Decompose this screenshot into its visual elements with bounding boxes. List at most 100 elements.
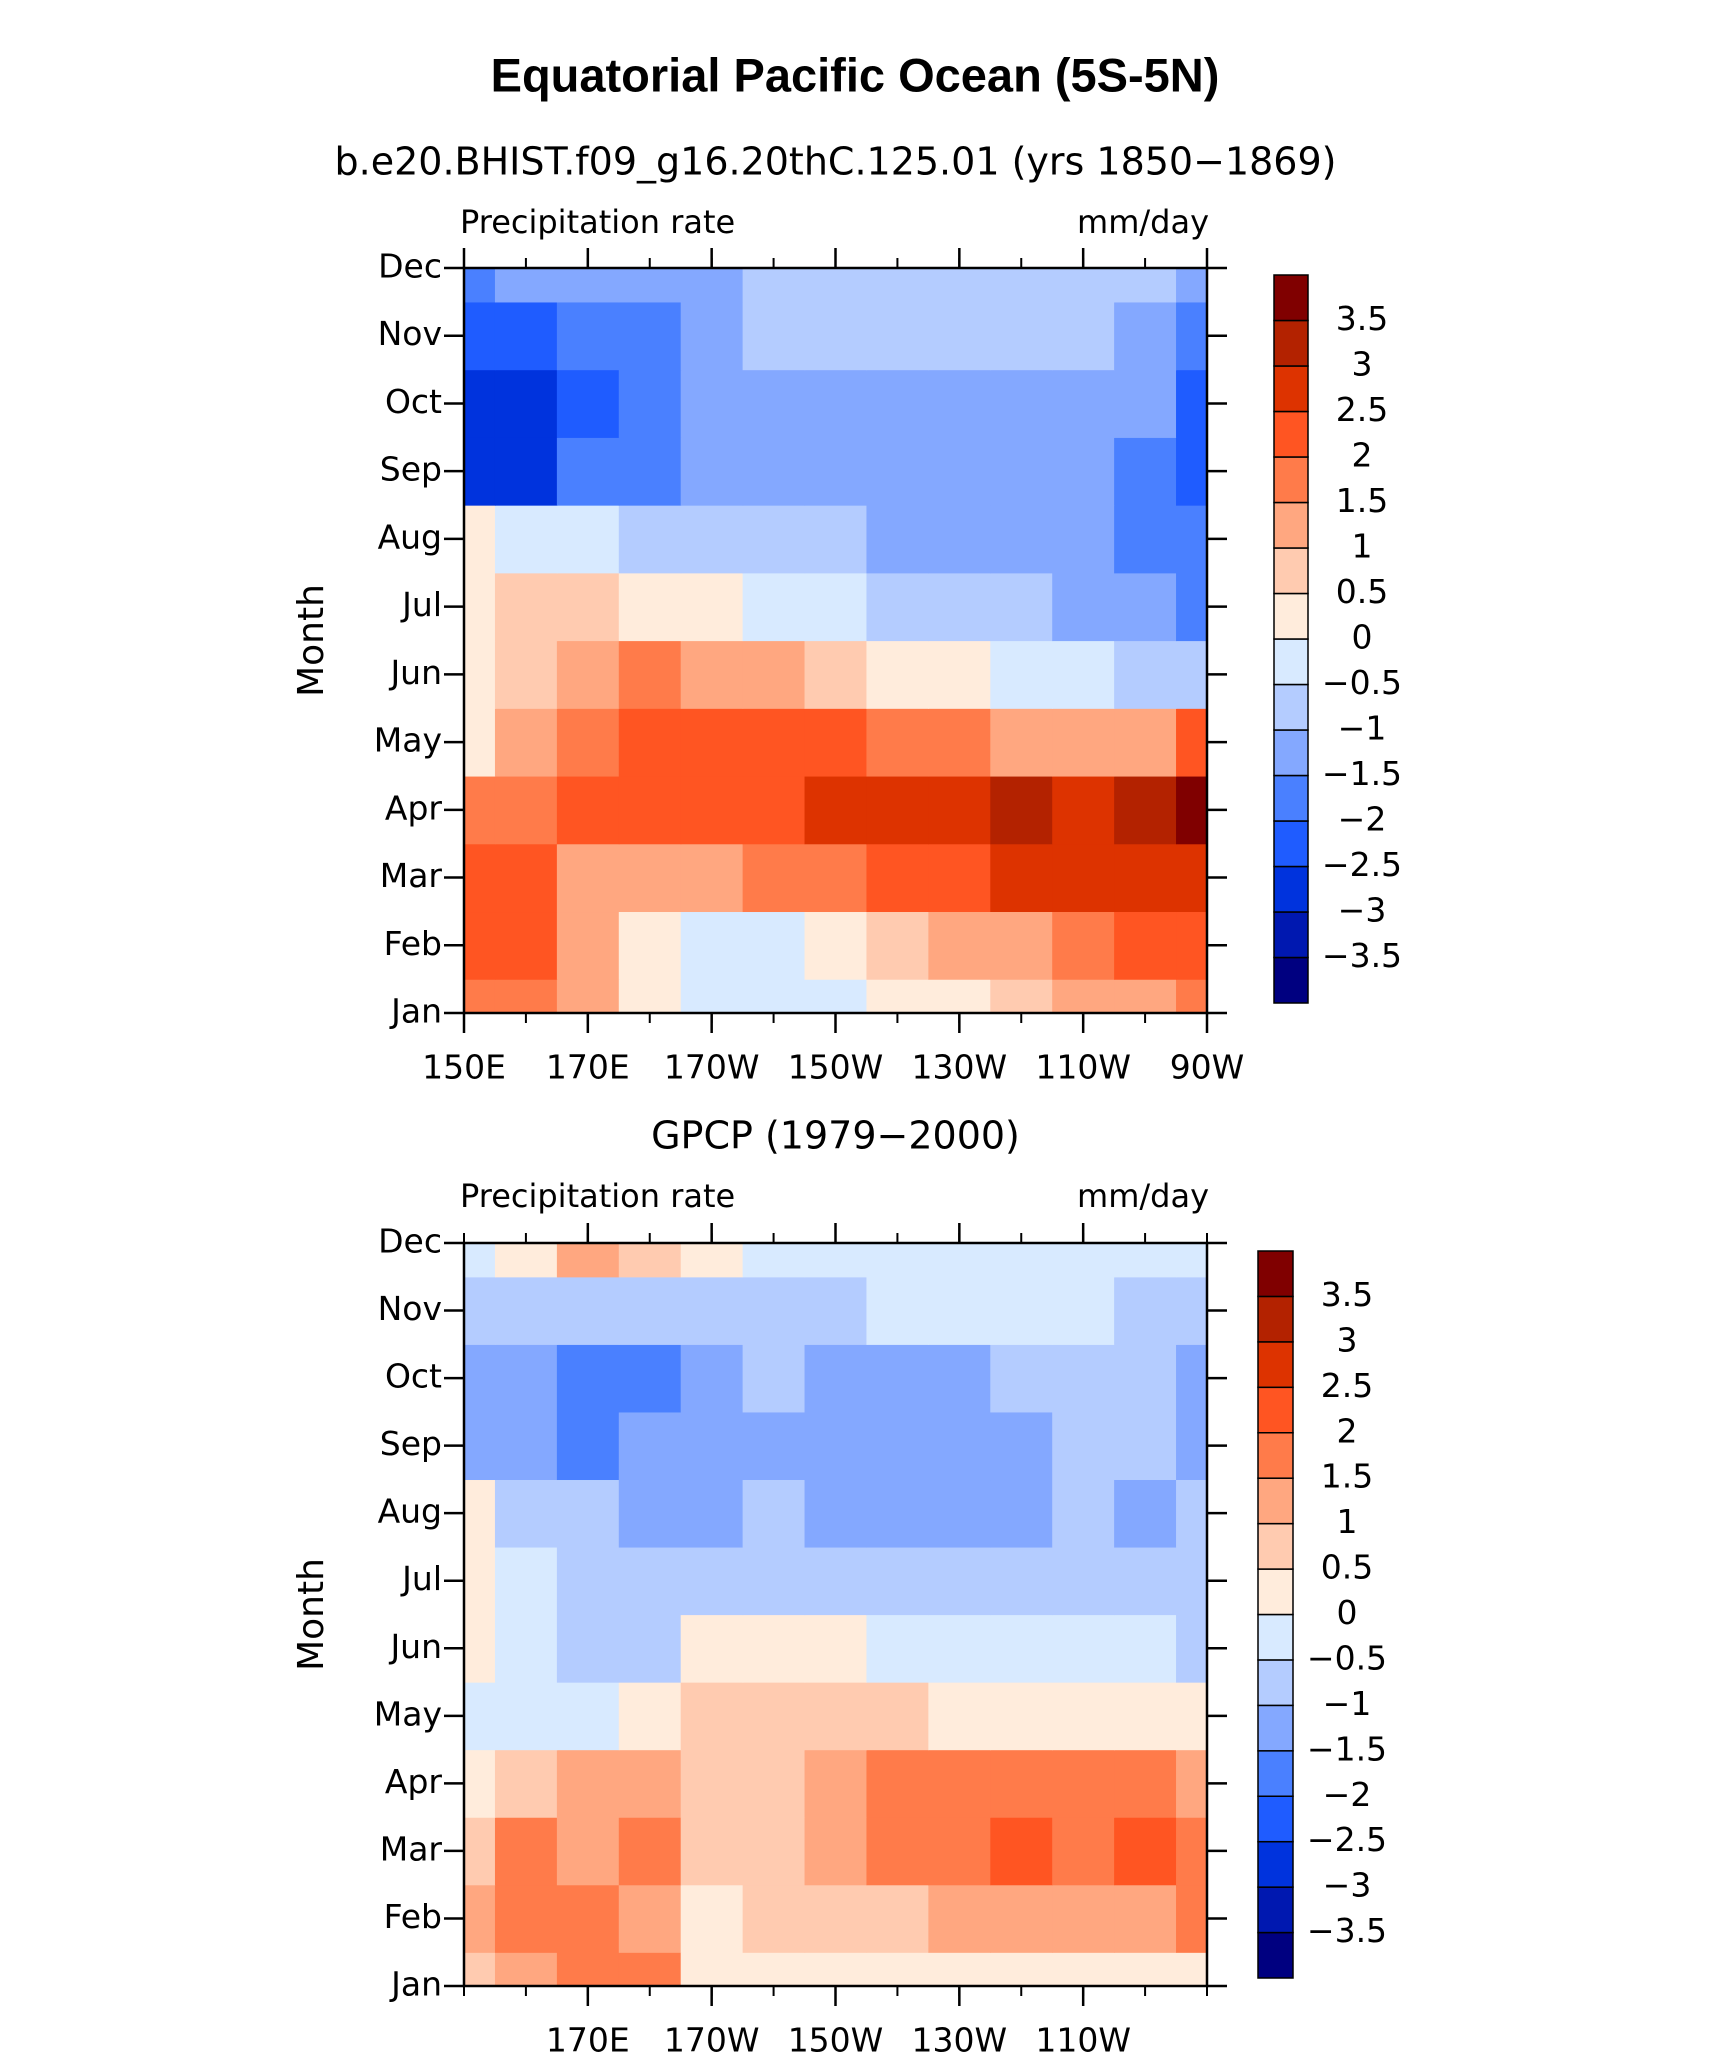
contour-cell bbox=[1114, 505, 1177, 574]
contour-cell bbox=[494, 369, 558, 438]
contour-cell bbox=[680, 1276, 744, 1345]
contour-cell bbox=[866, 1344, 929, 1413]
y-tick-label: Oct bbox=[385, 1357, 442, 1396]
contour-cell bbox=[464, 1546, 496, 1616]
contour-cell bbox=[680, 843, 744, 913]
contour-cell bbox=[494, 1884, 558, 1953]
contour-cell bbox=[866, 1243, 929, 1278]
y-tick-label: Jun bbox=[388, 653, 442, 692]
colorbar-label: −0.5 bbox=[1307, 1638, 1387, 1677]
x-tick-label: 110W bbox=[1035, 2021, 1131, 2060]
contour-cell bbox=[1052, 1817, 1115, 1886]
contour-cell bbox=[1114, 301, 1177, 371]
contour-cell bbox=[866, 369, 929, 438]
contour-cell bbox=[990, 437, 1053, 506]
y-tick-label: Jul bbox=[400, 1559, 442, 1598]
colorbar-box bbox=[1273, 820, 1309, 868]
colorbar-label: 0 bbox=[1352, 618, 1373, 657]
contour-cell bbox=[804, 640, 868, 709]
contour-cell bbox=[494, 1817, 558, 1886]
contour-cell bbox=[804, 911, 868, 980]
contour-cell bbox=[618, 1749, 682, 1818]
colorbar-label: −2.5 bbox=[1307, 1820, 1387, 1859]
contour-cell bbox=[990, 369, 1053, 438]
contour-cell bbox=[1052, 1682, 1115, 1751]
contour-cell bbox=[1052, 572, 1115, 642]
y-tick-label: Jan bbox=[389, 992, 442, 1031]
contour-cell bbox=[928, 1411, 991, 1481]
colorbar-label: −3 bbox=[1338, 891, 1387, 930]
contour-cell bbox=[928, 437, 991, 506]
contour-cell bbox=[464, 708, 496, 777]
contour-cell bbox=[618, 1952, 682, 1987]
y-tick-label: Feb bbox=[384, 924, 442, 963]
contour-cell bbox=[1176, 775, 1208, 845]
contour-cell bbox=[742, 268, 806, 303]
contour-cell bbox=[1176, 1276, 1208, 1345]
contour-cell bbox=[804, 301, 868, 371]
contour-cell bbox=[990, 708, 1053, 777]
contour-cell bbox=[556, 268, 620, 303]
x-tick-label: 90W bbox=[1170, 1048, 1245, 1087]
colorbar-label: 3.5 bbox=[1336, 299, 1388, 338]
contour-cell bbox=[928, 1276, 991, 1345]
x-tick-label: 110W bbox=[1035, 1048, 1131, 1087]
colorbar-box bbox=[1257, 1886, 1294, 1934]
contour-cell bbox=[556, 1749, 620, 1818]
contour-cell bbox=[494, 1749, 558, 1818]
contour-cell bbox=[990, 572, 1053, 642]
contour-cell bbox=[618, 1546, 682, 1616]
x-tick-label: 130W bbox=[912, 1048, 1008, 1087]
contour-cell bbox=[1114, 1749, 1177, 1818]
contour-cell bbox=[618, 979, 682, 1014]
contour-cell bbox=[1176, 1546, 1208, 1616]
units-label: mm/day bbox=[1077, 203, 1209, 241]
contour-cell bbox=[1052, 437, 1115, 506]
colorbar-label: −3.5 bbox=[1307, 1911, 1387, 1950]
contour-cell bbox=[990, 268, 1053, 303]
contour-cell bbox=[1052, 1276, 1115, 1345]
contour-cell bbox=[990, 1276, 1053, 1345]
contour-cell bbox=[1114, 268, 1177, 303]
colorbar-label: −2.5 bbox=[1322, 845, 1402, 884]
contour-cell bbox=[1114, 437, 1177, 506]
contour-cell bbox=[866, 301, 929, 371]
contour-cell bbox=[928, 911, 991, 980]
contour-cell bbox=[556, 301, 620, 371]
x-tick-label: 150W bbox=[788, 1048, 884, 1087]
contour-cell bbox=[1114, 1952, 1177, 1987]
contour-cell bbox=[928, 1884, 991, 1953]
contour-cell bbox=[464, 437, 496, 506]
contour-cell bbox=[464, 505, 496, 574]
contour-cell bbox=[464, 1614, 496, 1683]
contour-cell bbox=[866, 1614, 929, 1683]
contour-cell bbox=[494, 572, 558, 642]
contour-cell bbox=[866, 640, 929, 709]
x-tick-label: 170W bbox=[664, 2021, 760, 2060]
contour-cell bbox=[556, 1884, 620, 1953]
contour-cell bbox=[618, 369, 682, 438]
contour-cell bbox=[556, 1817, 620, 1886]
contour-cell bbox=[464, 1817, 496, 1886]
y-tick-label: Sep bbox=[380, 1424, 442, 1463]
contour-cell bbox=[1052, 505, 1115, 574]
contour-cell bbox=[742, 505, 806, 574]
colorbar-label: 3.5 bbox=[1321, 1275, 1373, 1314]
contour-cell bbox=[990, 1682, 1053, 1751]
colorbar-box bbox=[1273, 274, 1309, 322]
y-tick-label: Apr bbox=[385, 788, 443, 827]
contour-cell bbox=[494, 1243, 558, 1278]
contour-cell bbox=[1052, 1749, 1115, 1818]
contour-cell bbox=[1052, 301, 1115, 371]
contour-cell bbox=[618, 1884, 682, 1953]
contour-cell bbox=[804, 1411, 868, 1481]
contour-cell bbox=[464, 301, 496, 371]
colorbar-label: 3 bbox=[1337, 1320, 1358, 1359]
contour-cell bbox=[804, 1952, 868, 1987]
x-tick-label: 130W bbox=[912, 2021, 1008, 2060]
contour-cell bbox=[866, 1411, 929, 1481]
contour-cell bbox=[618, 301, 682, 371]
contour-cell bbox=[928, 843, 991, 913]
contour-cell bbox=[618, 1243, 682, 1278]
contour-cell bbox=[866, 979, 929, 1014]
